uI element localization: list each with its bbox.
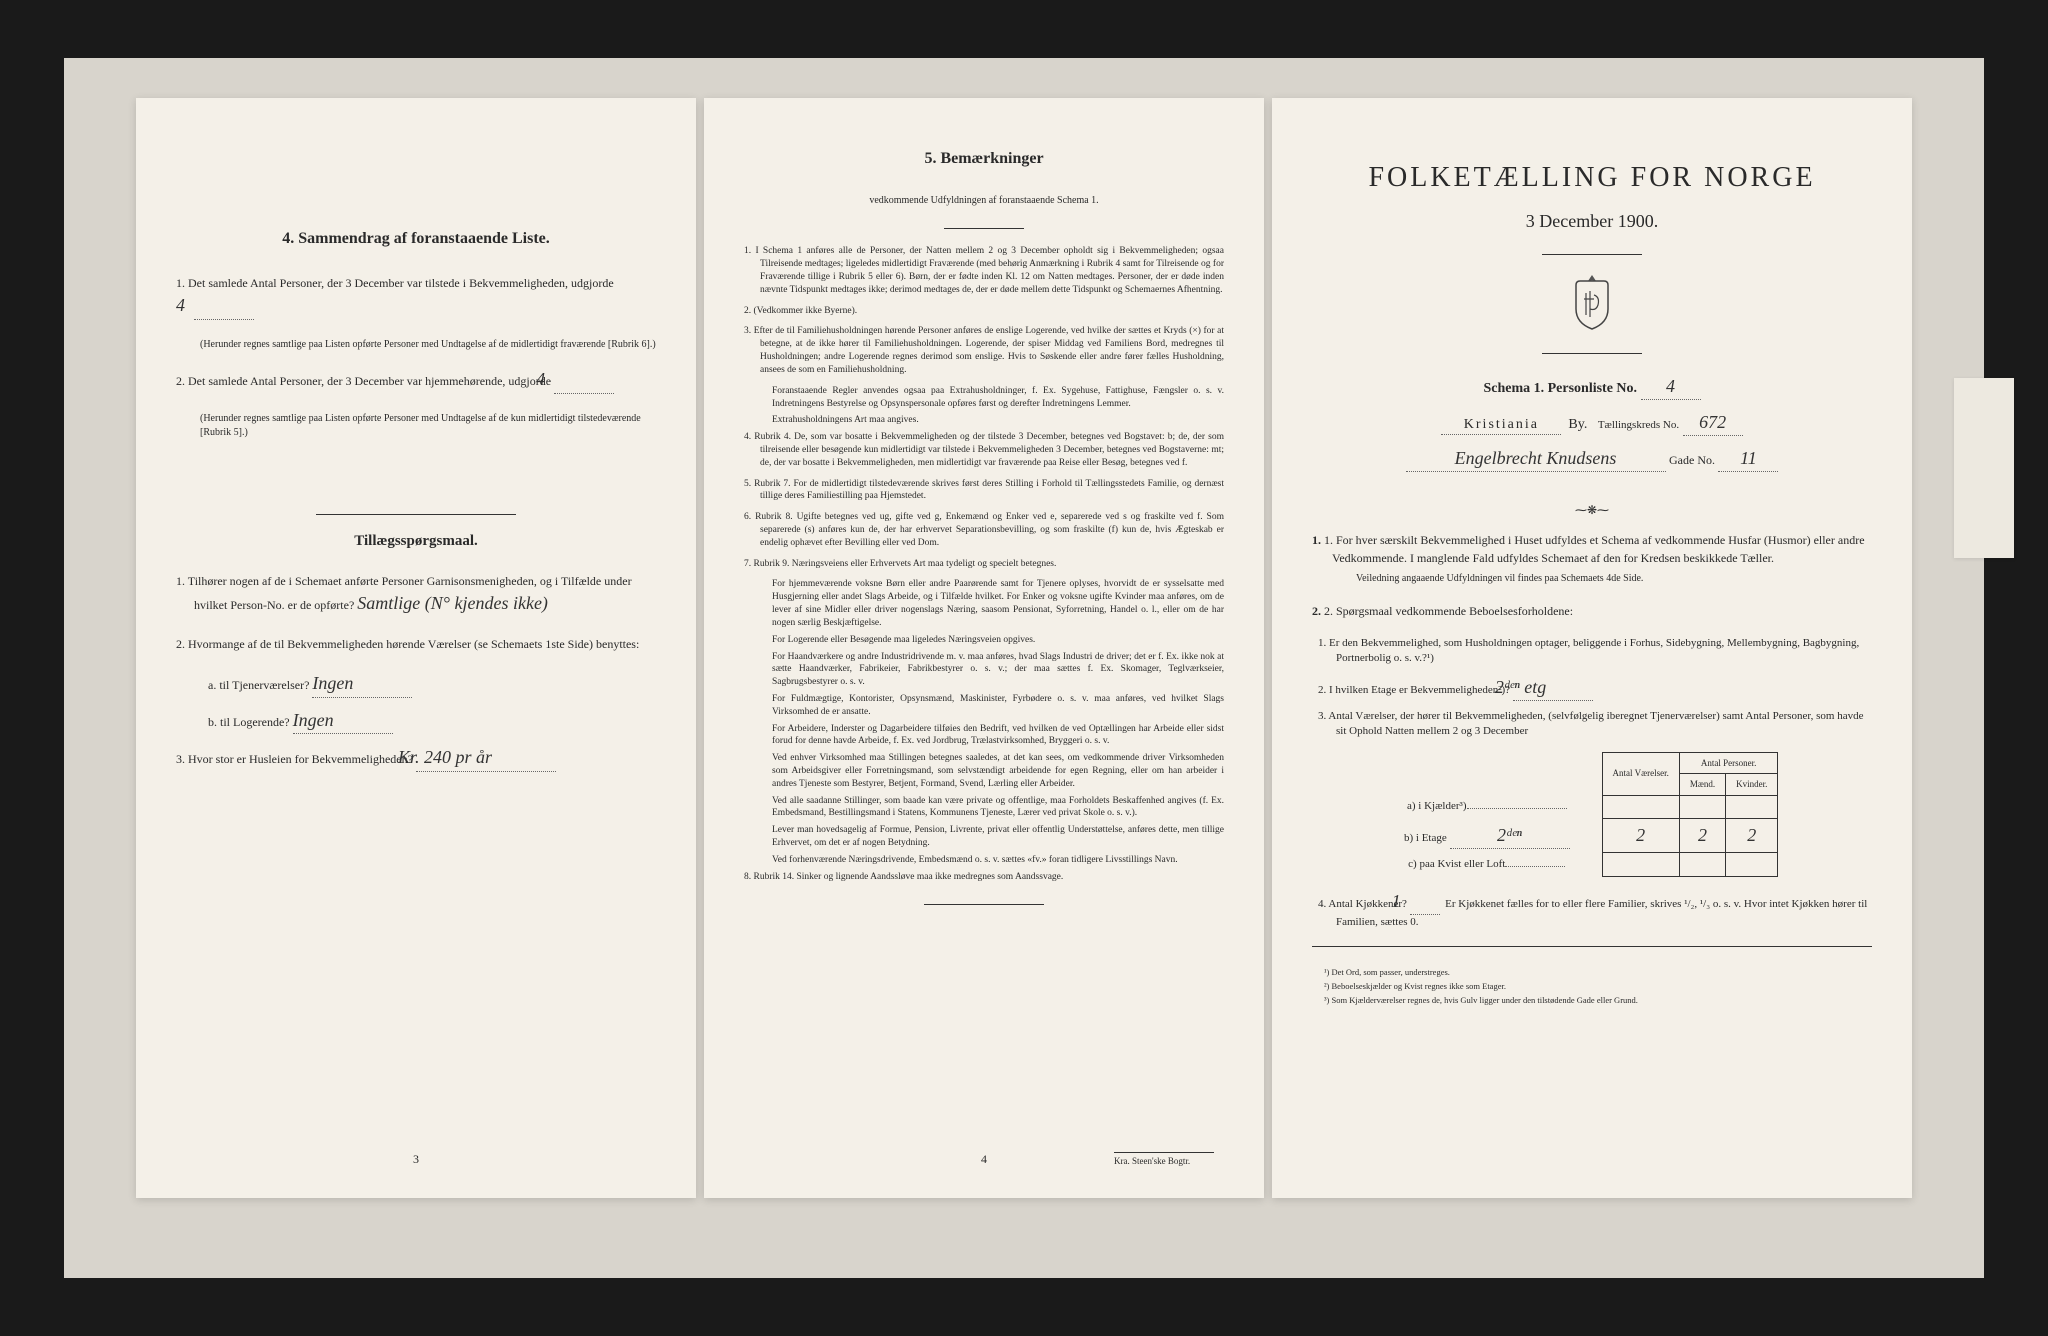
remark-7: 7. Rubrik 9. Næringsveiens eller Erhverv… — [744, 558, 1224, 571]
pages-container: 4. Sammendrag af foranstaaende Liste. 1.… — [94, 98, 1954, 1238]
remark-2: 2. (Vedkommer ikke Byerne). — [744, 305, 1224, 318]
q4: 4. Antal Kjøkkener? 1 Er Kjøkkenet fælle… — [1312, 889, 1872, 931]
schema-line: Schema 1. Personliste No. 4 — [1312, 374, 1872, 400]
document-frame: 4. Sammendrag af foranstaaende Liste. 1.… — [64, 58, 1984, 1278]
remark-4: 4. Rubrik 4. De, som var bosatte i Bekve… — [744, 431, 1224, 469]
rooms-table: Antal Værelser. Antal Personer. Mænd. Kv… — [1372, 752, 1778, 877]
coat-of-arms — [1312, 271, 1872, 336]
summary-item-2-note: (Herunder regnes samtlige paa Listen opf… — [176, 412, 656, 440]
remark-7f: Ved enhver Virksomhed maa Stillingen bet… — [744, 752, 1224, 790]
q4-value: 1 — [1410, 889, 1440, 915]
q2: 2. I hvilken Etage er Bekvemmeligheden²)… — [1312, 675, 1872, 701]
q3: 3. Antal Værelser, der hører til Bekvemm… — [1312, 709, 1872, 740]
census-date: 3 December 1900. — [1312, 209, 1872, 234]
page-number-3: 3 — [413, 1151, 419, 1168]
summary-item-1: 1. Det samlede Antal Personer, der 3 Dec… — [176, 274, 656, 320]
remark-7c: For Haandværkere og andre Industridriven… — [744, 651, 1224, 689]
value-tilstede: 4 — [194, 292, 254, 320]
tillaeg-2b: b. til Logerende? Ingen — [176, 708, 656, 734]
section-4-title: 4. Sammendrag af foranstaaende Liste. — [176, 228, 656, 250]
kreds-no: 672 — [1683, 410, 1743, 436]
remark-3: 3. Efter de til Familiehusholdningen hør… — [744, 325, 1224, 376]
tillaeg-3: 3. Hvor stor er Husleien for Bekvemmelig… — [176, 744, 656, 772]
city-line: Kristiania By. Tællingskreds No. 672 — [1312, 410, 1872, 436]
value-logerende: Ingen — [293, 708, 393, 734]
gade-line: Engelbrecht Knudsens Gade No. 11 — [1312, 446, 1872, 472]
page-number-4: 4 — [981, 1151, 987, 1168]
instruction-1: 1. 1. For hver særskilt Bekvemmelighed i… — [1312, 531, 1872, 586]
summary-item-2: 2. Det samlede Antal Personer, der 3 Dec… — [176, 366, 656, 394]
printer-footer: Kra. Steen'ske Bogtr. — [1114, 1146, 1214, 1168]
value-husleie: Kr. 240 pr år — [416, 744, 556, 772]
remark-3b: Foranstaaende Regler anvendes ogsaa paa … — [744, 385, 1224, 411]
remark-7h: Lever man hovedsagelig af Formue, Pensio… — [744, 824, 1224, 850]
summary-item-1-note: (Herunder regnes samtlige paa Listen opf… — [176, 338, 656, 352]
remark-7e: For Arbeidere, Inderster og Dagarbeidere… — [744, 723, 1224, 749]
remark-3c: Extrahusholdningens Art maa angives. — [744, 414, 1224, 427]
remark-7g: Ved alle saadanne Stillinger, som baade … — [744, 795, 1224, 821]
section-5-subtitle: vedkommende Udfyldningen af foranstaaend… — [744, 194, 1224, 208]
table-row-kvist: c) paa Kvist eller Loft — [1372, 853, 1778, 876]
table-row-kjaelder: a) i Kjælder³) — [1372, 795, 1778, 818]
gade-name: Engelbrecht Knudsens — [1406, 446, 1666, 472]
ornament-divider: ⁓❋⁓ — [1312, 502, 1872, 519]
schema-no: 4 — [1641, 374, 1701, 400]
page-4: 5. Bemærkninger vedkommende Udfyldningen… — [704, 98, 1264, 1198]
value-hjemme: 4 — [554, 366, 614, 394]
remark-7i: Ved forhenværende Næringsdrivende, Embed… — [744, 854, 1224, 867]
q2-value: 2ᵈᵉⁿ etg — [1513, 675, 1593, 701]
value-tjener: Ingen — [312, 671, 412, 697]
tillaeg-title: Tillægsspørgsmaal. — [176, 531, 656, 552]
remark-7d: For Fuldmægtige, Kontorister, Opsynsmænd… — [744, 693, 1224, 719]
remark-7b: For Logerende eller Besøgende maa ligele… — [744, 634, 1224, 647]
gade-no: 11 — [1718, 446, 1778, 472]
page-3: 4. Sammendrag af foranstaaende Liste. 1.… — [136, 98, 696, 1198]
table-row-etage: b) i Etage 2ᵈᵉⁿ 2 2 2 — [1372, 819, 1778, 853]
remark-5: 5. Rubrik 7. For de midlertidigt tilsted… — [744, 478, 1224, 504]
tillaeg-2: 2. Hvormange af de til Bekvemmeligheden … — [176, 635, 656, 653]
tillaeg-2a: a. til Tjenerværelser? Ingen — [176, 671, 656, 697]
footnotes: ¹) Det Ord, som passer, understreges. ²)… — [1312, 967, 1872, 1007]
tillaeg-1: 1. Tilhører nogen af de i Schemaet anfør… — [176, 572, 656, 617]
remark-8: 8. Rubrik 14. Sinker og lignende Aandssl… — [744, 871, 1224, 884]
section-5-title: 5. Bemærkninger — [744, 148, 1224, 170]
q1: 1. Er den Bekvemmelighed, som Husholdnin… — [1312, 636, 1872, 667]
remark-1: 1. I Schema 1 anføres alle de Personer, … — [744, 245, 1224, 296]
value-garnison: Samtlige (N° kjendes ikke) — [357, 593, 548, 613]
remark-6: 6. Rubrik 8. Ugifte betegnes ved ug, gif… — [744, 511, 1224, 549]
remark-7a: For hjemmeværende voksne Børn eller andr… — [744, 578, 1224, 629]
page-schema-1: FOLKETÆLLING FOR NORGE 3 December 1900. … — [1272, 98, 1912, 1198]
page-tab-edge — [1954, 378, 2014, 558]
instruction-2: 2. 2. Spørgsmaal vedkommende Beboelsesfo… — [1312, 602, 1872, 620]
census-title: FOLKETÆLLING FOR NORGE — [1312, 158, 1872, 197]
